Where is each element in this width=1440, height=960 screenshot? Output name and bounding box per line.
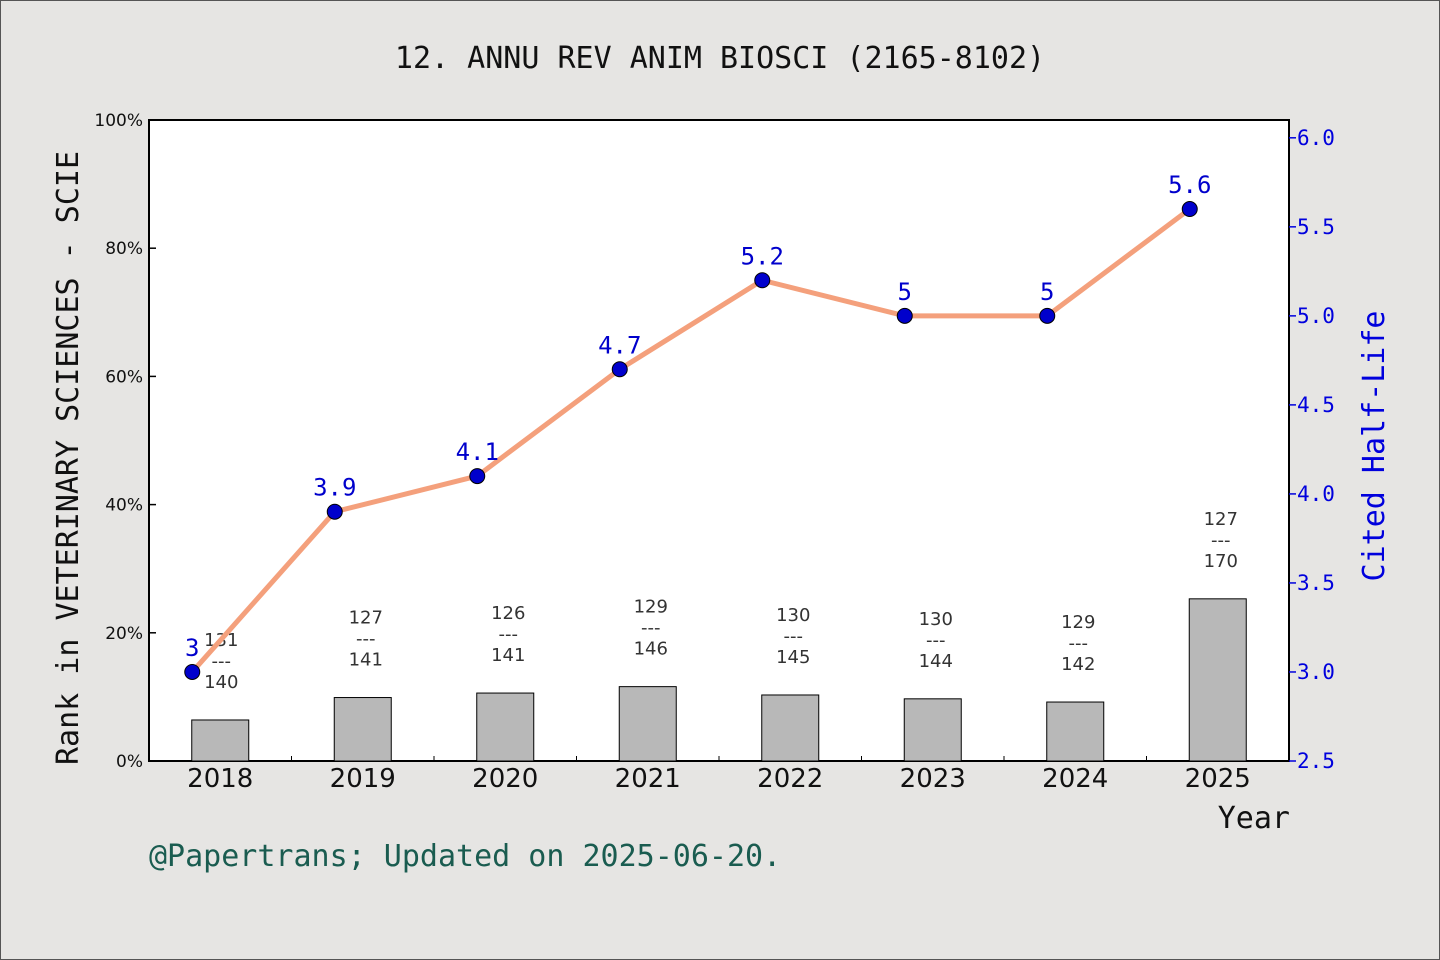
rank-value: 129 <box>1061 612 1095 633</box>
bar-series <box>191 598 1247 762</box>
rank-separator: --- <box>1069 633 1089 654</box>
rank-labels: 131---140127---141126---141129---146130-… <box>204 509 1238 693</box>
rank-total: 170 <box>1204 551 1238 572</box>
x-tick-label: 2023 <box>900 764 966 794</box>
rank-value: 127 <box>1204 509 1238 530</box>
rank-separator: --- <box>212 651 232 672</box>
x-tick-label: 2025 <box>1185 764 1251 794</box>
right-tick-label: 5.5 <box>1297 215 1335 239</box>
x-tick-label: 2022 <box>757 764 823 794</box>
line-point-2018 <box>184 663 201 680</box>
rank-separator: --- <box>356 629 376 650</box>
bar-2023 <box>903 698 962 762</box>
rank-value: 129 <box>634 597 668 618</box>
y-axis-label-right: Cited Half-Life <box>1357 311 1392 582</box>
rank-value: 130 <box>776 605 810 626</box>
bar-2022 <box>761 694 820 762</box>
rank-value: 130 <box>919 609 953 630</box>
line-point-2022 <box>754 272 771 289</box>
line-point-2020 <box>469 468 486 485</box>
line-point-label: 3 <box>185 634 199 662</box>
line-point-2019 <box>326 503 343 520</box>
rank-total: 141 <box>491 645 525 666</box>
x-tick-label: 2018 <box>187 764 253 794</box>
bar-2021 <box>618 686 677 762</box>
line-series: 3 3.9 4.1 4.7 5.2 5 5 5.6 <box>184 171 1211 680</box>
left-tick-label: 80% <box>105 239 143 259</box>
line-point-2025 <box>1181 201 1198 218</box>
x-tick-label: 2020 <box>472 764 538 794</box>
y-axis-label-left: Rank in VETERINARY SCIENCES - SCIE <box>51 151 86 765</box>
bar-2024 <box>1046 701 1105 762</box>
right-tick-label: 4.5 <box>1297 393 1335 417</box>
x-axis: 2018 2019 2020 2021 2022 2023 2024 2025 <box>187 756 1251 794</box>
line-point-2023 <box>896 307 913 324</box>
line-point-2021 <box>611 361 628 378</box>
x-axis-label: Year <box>1218 801 1290 836</box>
cited-half-life-line <box>190 207 1192 674</box>
chart-title: 12. ANNU REV ANIM BIOSCI (2165-8102) <box>395 41 1045 76</box>
rank-total: 140 <box>204 672 238 693</box>
left-tick-label: 100% <box>94 111 143 131</box>
rank-separator: --- <box>1211 530 1231 551</box>
left-tick-label: 0% <box>116 752 143 772</box>
line-point-2024 <box>1039 307 1056 324</box>
footer-note: @Papertrans; Updated on 2025-06-20. <box>149 839 781 874</box>
rank-separator: --- <box>641 618 661 639</box>
line-point-label: 3.9 <box>313 474 356 502</box>
x-tick-label: 2019 <box>330 764 396 794</box>
right-axis: 2.5 3.0 3.5 4.0 4.5 5.0 5.5 6.0 <box>1289 126 1335 773</box>
rank-value: 127 <box>349 608 383 629</box>
rank-separator: --- <box>499 624 519 645</box>
bar-2025 <box>1188 598 1247 762</box>
right-tick-label: 2.5 <box>1297 749 1335 773</box>
line-point-label: 5 <box>1040 278 1054 306</box>
x-tick-label: 2024 <box>1042 764 1108 794</box>
line-point-label: 5.2 <box>741 242 784 270</box>
rank-separator: --- <box>926 630 946 651</box>
right-tick-label: 4.0 <box>1297 482 1335 506</box>
right-tick-label: 6.0 <box>1297 126 1335 150</box>
rank-total: 146 <box>634 639 668 660</box>
line-point-label: 4.1 <box>456 438 499 466</box>
bar-2018 <box>191 719 250 762</box>
plot-area <box>148 119 1290 762</box>
rank-total: 145 <box>776 647 810 668</box>
left-axis: 0% 20% 40% 60% 80% 100% <box>94 111 156 772</box>
line-point-label: 5.6 <box>1168 171 1211 199</box>
bar-2020 <box>476 692 535 762</box>
right-tick-label: 5.0 <box>1297 304 1335 328</box>
rank-value: 126 <box>491 603 525 624</box>
line-point-label: 5 <box>898 278 912 306</box>
left-tick-label: 60% <box>105 367 143 387</box>
x-tick-label: 2021 <box>615 764 681 794</box>
right-tick-label: 3.0 <box>1297 660 1335 684</box>
line-point-label: 4.7 <box>598 331 641 359</box>
rank-total: 144 <box>919 651 953 672</box>
rank-total: 142 <box>1061 654 1095 675</box>
rank-separator: --- <box>784 626 804 647</box>
left-tick-label: 20% <box>105 624 143 644</box>
left-tick-label: 40% <box>105 496 143 516</box>
right-tick-label: 3.5 <box>1297 571 1335 595</box>
bar-2019 <box>333 697 392 762</box>
rank-total: 141 <box>349 650 383 671</box>
